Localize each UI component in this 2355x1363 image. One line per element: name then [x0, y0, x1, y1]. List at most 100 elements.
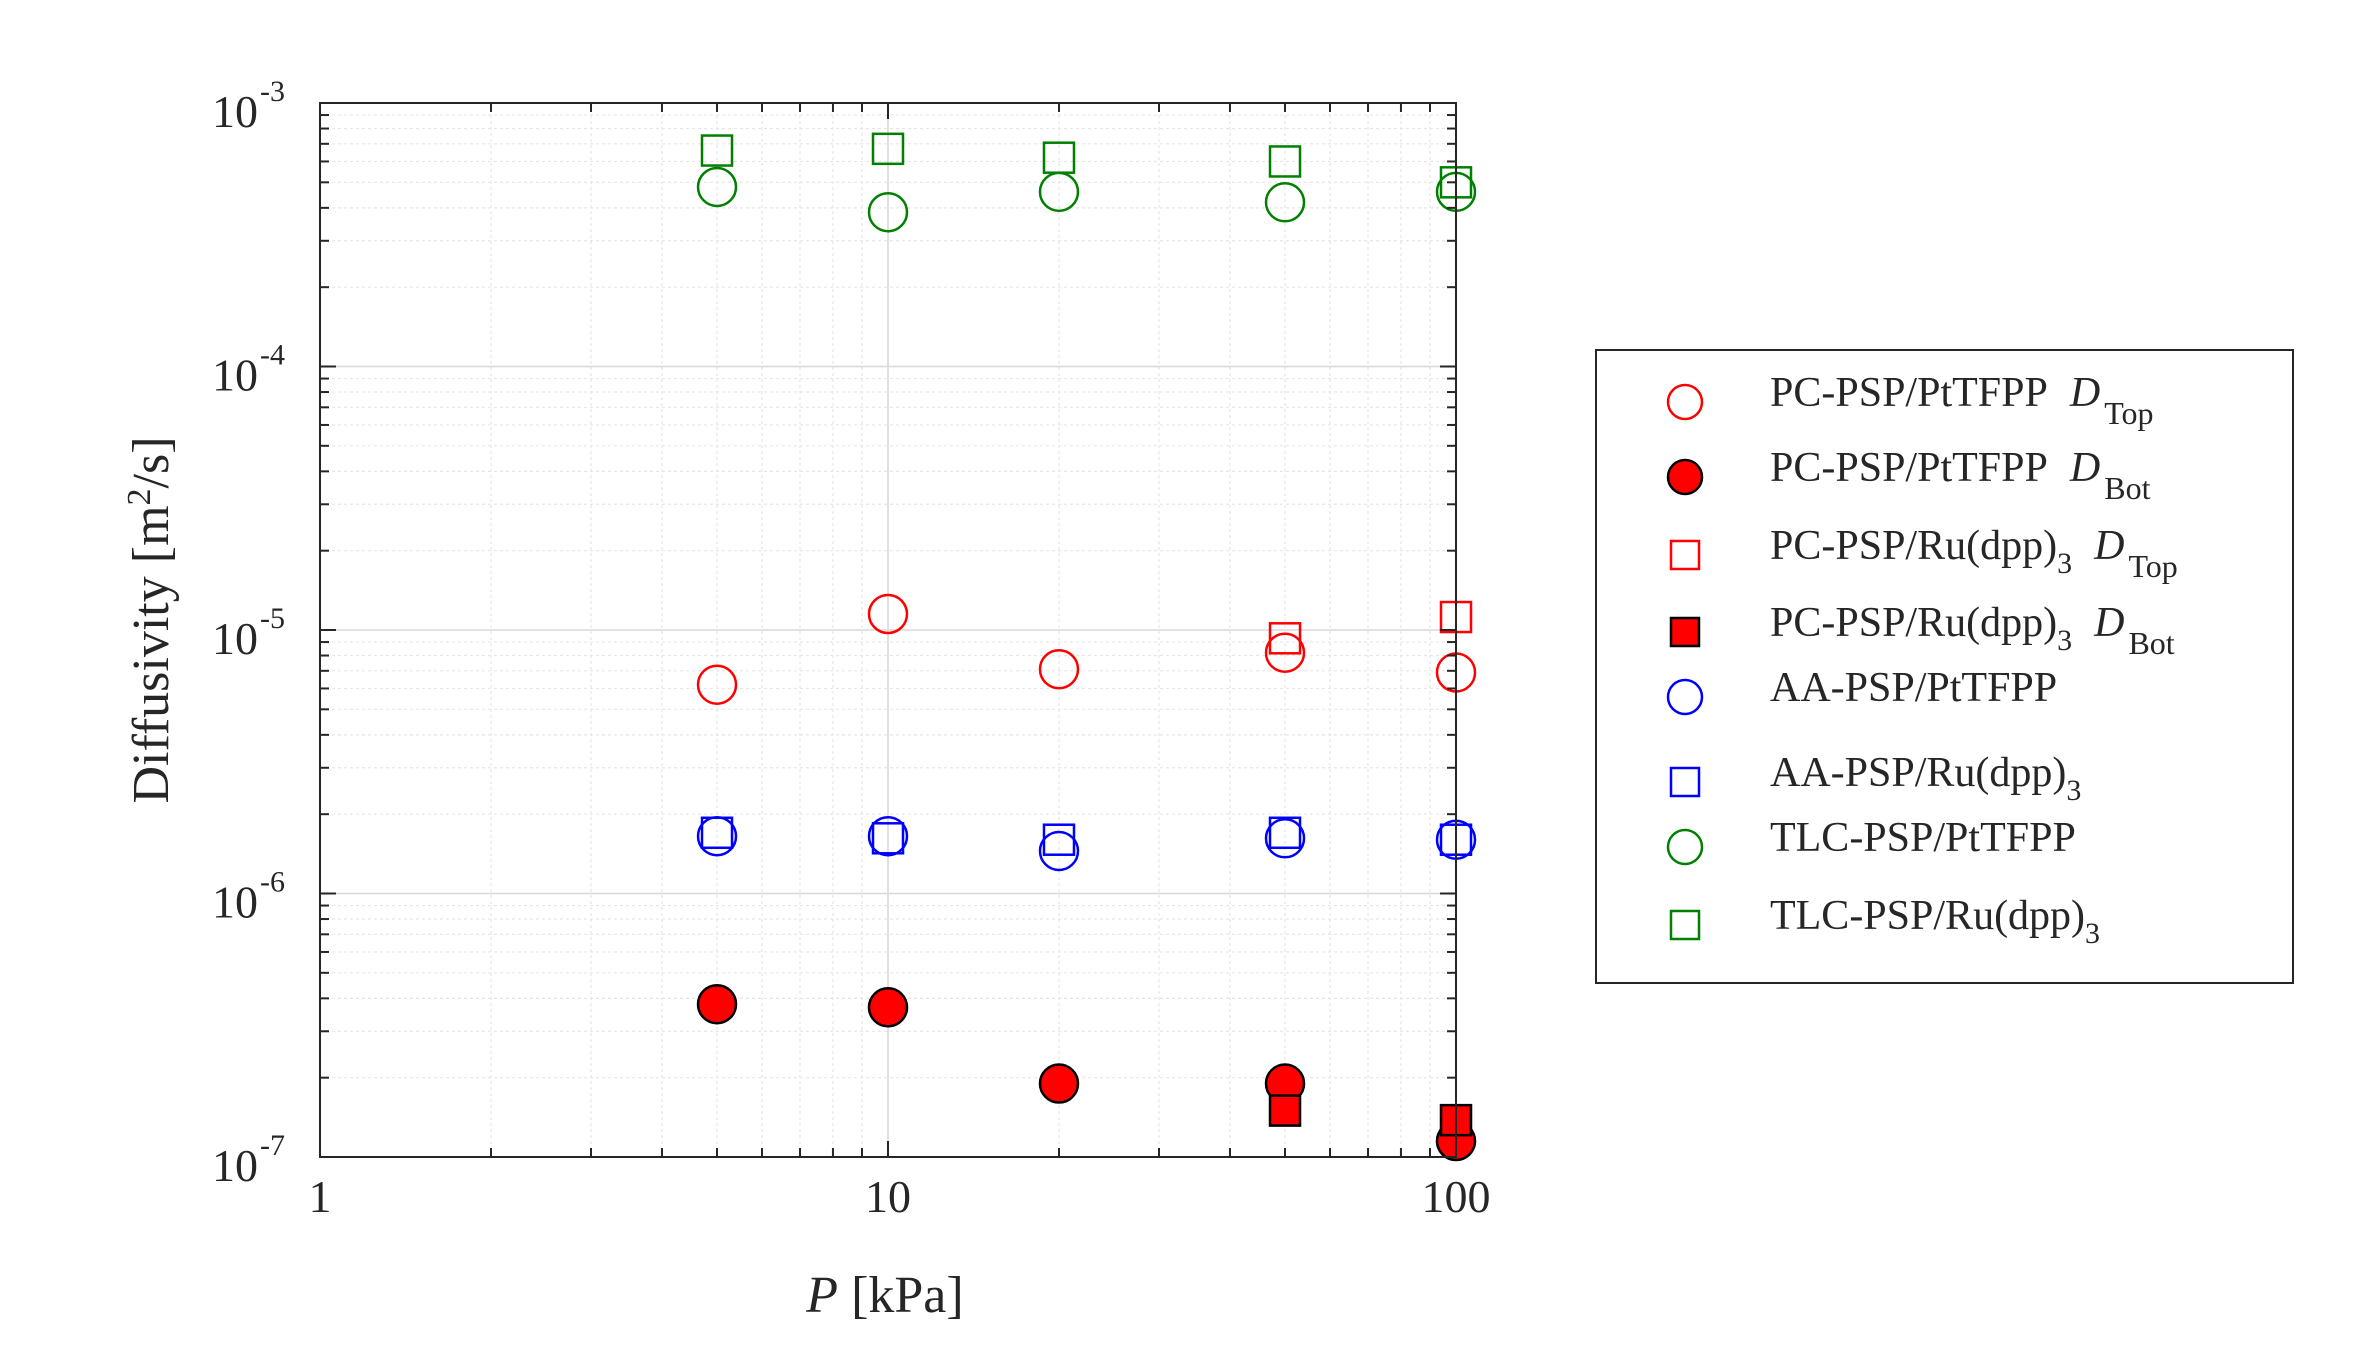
series-6 [696, 166, 1477, 233]
y-tick-label: 10 [212, 1140, 258, 1191]
series-1 [696, 983, 1477, 1162]
legend-label-main: TLC-PSP/Ru(dpp) [1770, 893, 2085, 939]
legend-label: PC-PSP/PtTFPP D Bot [1770, 445, 2151, 506]
legend-entry: AA-PSP/PtTFPP [1666, 665, 2057, 716]
legend-label-main: AA-PSP/PtTFPP [1770, 665, 2057, 711]
legend-marker [1669, 909, 1701, 941]
data-point [867, 191, 909, 233]
legend-entry: PC-PSP/Ru(dpp)3 D Top [1669, 523, 2178, 584]
legend-label: AA-PSP/Ru(dpp)3 [1770, 750, 2081, 807]
x-axis-label-var: P [805, 1267, 838, 1324]
legend-label: TLC-PSP/Ru(dpp)3 [1770, 893, 2100, 950]
legend-entry: AA-PSP/Ru(dpp)3 [1669, 750, 2081, 807]
x-tick-label: 10 [865, 1171, 911, 1222]
y-axis-label-main: Diffusivity [m [123, 505, 180, 803]
y-tick-label: 10 [212, 613, 258, 664]
data-point [867, 987, 909, 1028]
x-tick-label: 1 [309, 1171, 332, 1222]
legend-label-d: D [2093, 523, 2124, 569]
series-0 [696, 593, 1477, 705]
series-4 [696, 815, 1477, 872]
legend-entry: PC-PSP/PtTFPP D Top [1666, 370, 2154, 431]
data-point [1264, 632, 1306, 673]
y-tick-label: 10 [212, 877, 258, 928]
x-axis-label-unit: [kPa] [838, 1267, 964, 1324]
legend-label-main: TLC-PSP/PtTFPP [1770, 815, 2076, 861]
legend-label-d: D [2069, 370, 2100, 416]
y-tick-label-exponent: -4 [260, 339, 285, 372]
x-tick-label: 100 [1422, 1171, 1491, 1222]
legend-marker [1666, 458, 1704, 496]
y-tick-label-exponent: -7 [260, 1129, 285, 1162]
y-tick-label: 10 [212, 86, 258, 137]
legend-label: PC-PSP/Ru(dpp)3 D Bot [1770, 600, 2175, 661]
legend-marker [1669, 539, 1701, 571]
legend-label-main: PC-PSP/PtTFPP [1770, 370, 2048, 416]
data-point [1038, 830, 1080, 872]
data-point [1264, 182, 1306, 223]
legend-label: PC-PSP/PtTFPP D Top [1770, 370, 2154, 431]
legend-marker [1666, 383, 1704, 421]
legend-label-sub: 3 [2066, 774, 2081, 807]
data-point [1038, 1063, 1080, 1104]
y-axis-label-tail: /s] [123, 436, 180, 488]
data-point [700, 134, 734, 167]
legend-marker [1669, 616, 1701, 648]
axis-ticks [319, 103, 1456, 1158]
data-point [1268, 816, 1302, 850]
series-3 [1268, 1094, 1473, 1137]
legend-label-main: AA-PSP/Ru(dpp) [1770, 750, 2066, 796]
y-tick-label-exponent: -3 [260, 75, 285, 108]
series-2 [1268, 600, 1473, 655]
data-point [1042, 141, 1076, 174]
series-5 [700, 816, 1473, 856]
legend-label-dsub: Top [2128, 548, 2177, 584]
data-point [696, 166, 738, 208]
x-axis-label: P [kPa] [805, 1267, 963, 1324]
legend-label-sub: 3 [2085, 917, 2100, 950]
data-point [1042, 823, 1076, 856]
legend-entry: PC-PSP/PtTFPP D Bot [1666, 445, 2151, 506]
data-point [1264, 818, 1306, 859]
data-point [1268, 622, 1302, 655]
data-point [696, 664, 738, 705]
y-axis-label-sup: 2 [121, 488, 158, 505]
data-point [1268, 145, 1302, 178]
y-tick-label-exponent: -6 [260, 866, 285, 899]
legend-entry: TLC-PSP/PtTFPP [1666, 815, 2076, 866]
legend-label-d: D [2093, 600, 2124, 646]
legend-label-main: PC-PSP/Ru(dpp) [1770, 523, 2057, 569]
legend-marker [1666, 678, 1704, 716]
legend-entry: PC-PSP/Ru(dpp)3 D Bot [1669, 600, 2175, 661]
legend-label: AA-PSP/PtTFPP [1770, 665, 2057, 711]
legend-label-sub: 3 [2057, 624, 2072, 657]
data-point [1268, 1094, 1302, 1127]
legend-marker [1666, 828, 1704, 866]
series-7 [700, 132, 1473, 199]
grid-lines [320, 103, 1456, 1157]
legend-label-main: PC-PSP/PtTFPP [1770, 445, 2048, 491]
y-tick-label-exponent: -5 [260, 602, 285, 635]
data-point [871, 822, 905, 855]
y-tick-label: 10 [212, 350, 258, 401]
legend-marker [1669, 766, 1701, 798]
data-point [696, 983, 738, 1025]
legend-label-sub: 3 [2057, 547, 2072, 580]
data-point [871, 132, 905, 166]
data-point [867, 593, 909, 635]
legend-label-dsub: Bot [2128, 625, 2174, 661]
legend-label: PC-PSP/Ru(dpp)3 D Top [1770, 523, 2178, 584]
y-tick-labels: 10-710-610-510-410-3 [212, 75, 285, 1191]
legend-label-dsub: Bot [2104, 470, 2150, 506]
legend-box [1595, 349, 2294, 984]
legend-entry: TLC-PSP/Ru(dpp)3 [1669, 893, 2100, 950]
legend-label-dsub: Top [2104, 395, 2153, 431]
data-point [867, 815, 909, 857]
y-axis-label: Diffusivity [m2/s] [121, 436, 181, 803]
x-tick-labels: 1 10 100 [309, 1171, 1491, 1222]
legend-label-main: PC-PSP/Ru(dpp) [1770, 600, 2057, 646]
data-point [1038, 648, 1080, 690]
data-point [700, 816, 734, 850]
